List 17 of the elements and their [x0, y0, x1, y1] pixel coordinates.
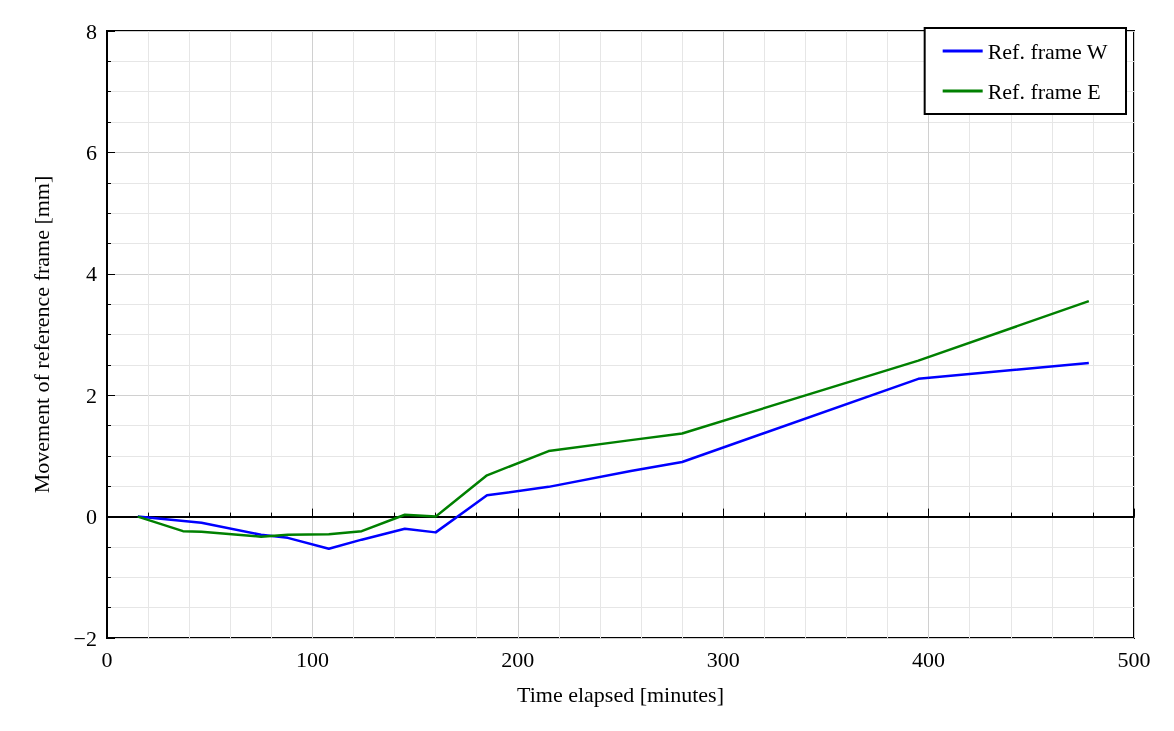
y-axis-title: Movement of reference frame [mm]: [28, 175, 54, 494]
legend-label: Ref. frame W: [987, 38, 1108, 64]
y-tick-label: 2: [86, 382, 97, 408]
line-series: [136, 299, 1091, 538]
y-tick-label: 0: [86, 504, 97, 530]
x-tick-label: 400: [912, 646, 946, 672]
y-tick-label: 6: [86, 139, 97, 165]
legend-label: Ref. frame E: [987, 78, 1101, 104]
x-tick-label: 300: [706, 646, 740, 672]
line-series: [136, 361, 1091, 551]
x-tick-label: 100: [295, 646, 329, 672]
y-tick-label: 4: [86, 261, 97, 287]
x-tick-label: 500: [1117, 646, 1151, 672]
x-tick-label: 200: [501, 646, 535, 672]
y-tick-label: 8: [86, 18, 97, 44]
x-axis-title: Time elapsed [minutes]: [517, 681, 724, 707]
y-tick-label: −2: [73, 625, 97, 651]
